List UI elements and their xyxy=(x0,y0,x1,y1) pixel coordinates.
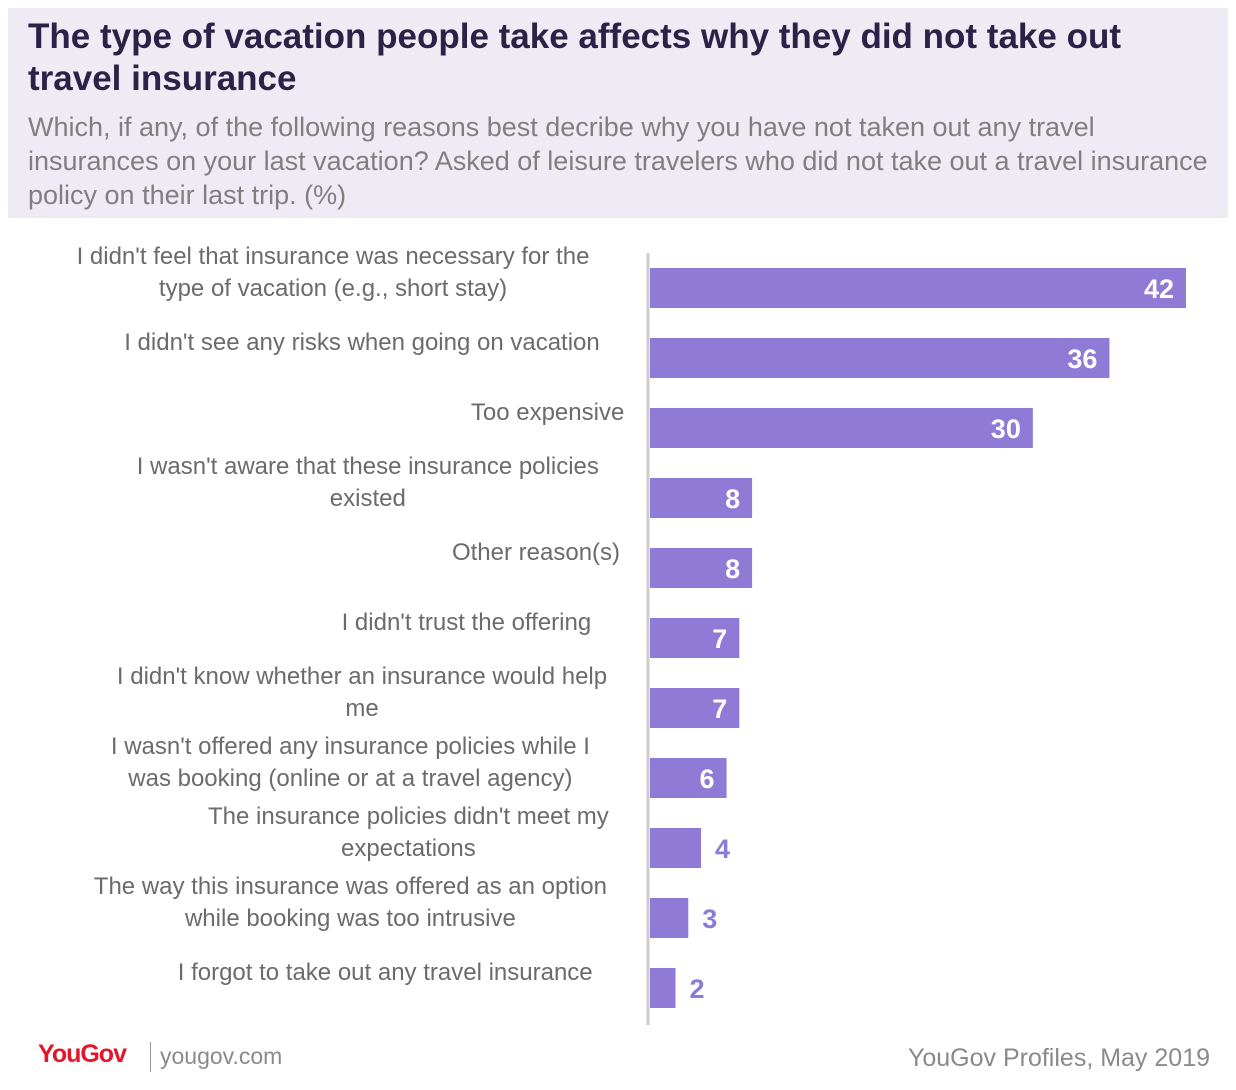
category-label-4: Other reason(s) xyxy=(452,539,620,566)
bar-7 xyxy=(650,758,727,798)
value-label-8: 4 xyxy=(715,834,730,864)
category-label-6: I didn't know whether an insurance would… xyxy=(117,663,607,722)
category-label-9: The way this insurance was offered as an… xyxy=(94,873,607,932)
category-label-0: I didn't feel that insurance was necessa… xyxy=(77,243,590,302)
value-label-3: 8 xyxy=(725,484,740,514)
value-label-5: 7 xyxy=(712,624,727,654)
site-link[interactable]: yougov.com xyxy=(160,1043,283,1069)
source-note: YouGov Profiles, May 2019 xyxy=(907,1044,1210,1072)
category-label-3: I wasn't aware that these insurance poli… xyxy=(137,453,599,512)
value-label-7: 6 xyxy=(700,764,715,794)
bar-2 xyxy=(650,408,1033,448)
value-label-2: 30 xyxy=(991,414,1021,444)
bar-9 xyxy=(650,898,689,938)
category-label-7: I wasn't offered any insurance policies … xyxy=(111,733,590,792)
chart-title: The type of vacation people take affects… xyxy=(28,17,1121,98)
value-label-0: 42 xyxy=(1144,274,1174,304)
header-panel: The type of vacation people take affects… xyxy=(8,8,1228,218)
category-label-5: I didn't trust the offering xyxy=(342,609,592,636)
value-label-10: 2 xyxy=(690,974,705,1004)
category-label-2: Too expensive xyxy=(471,399,624,426)
category-label-8: The insurance policies didn't meet my exp… xyxy=(208,803,609,862)
value-label-1: 36 xyxy=(1067,344,1097,374)
value-label-6: 7 xyxy=(712,694,727,724)
bar-3 xyxy=(650,478,753,518)
bar-5 xyxy=(650,618,740,658)
value-label-4: 8 xyxy=(725,554,740,584)
logo-divider xyxy=(150,1042,151,1072)
bar-1 xyxy=(650,338,1110,378)
category-label-10: I forgot to take out any travel insuranc… xyxy=(178,959,593,986)
chart-subtitle: Which, if any, of the following reasons … xyxy=(28,112,1208,210)
category-label-1: I didn't see any risks when going on vac… xyxy=(124,329,600,356)
bar-6 xyxy=(650,688,740,728)
bar-4 xyxy=(650,548,753,588)
value-label-9: 3 xyxy=(702,904,717,934)
yougov-logo: YouGov xyxy=(38,1040,127,1068)
bar-10 xyxy=(650,968,676,1008)
bar-8 xyxy=(650,828,702,868)
bar-0 xyxy=(650,268,1186,308)
